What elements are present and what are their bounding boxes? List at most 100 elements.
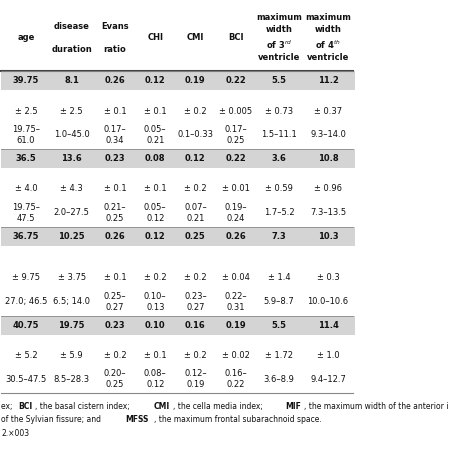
- Bar: [1, 365, 355, 393]
- Text: 3.6: 3.6: [272, 154, 286, 163]
- Text: ± 0.04: ± 0.04: [222, 273, 249, 283]
- Bar: [1, 179, 355, 199]
- Text: ± 9.75: ± 9.75: [12, 273, 40, 283]
- Text: ± 1.72: ± 1.72: [265, 351, 293, 360]
- Text: 0.08–
0.12: 0.08– 0.12: [144, 369, 167, 390]
- Text: 8.1: 8.1: [64, 76, 79, 85]
- Bar: [1, 5, 355, 71]
- Text: 0.08: 0.08: [145, 154, 165, 163]
- Text: 1.0–45.0: 1.0–45.0: [54, 130, 90, 139]
- Text: of the Sylvian fissure; and: of the Sylvian fissure; and: [1, 415, 104, 424]
- Text: ± 4.3: ± 4.3: [60, 184, 83, 193]
- Text: 0.17–
0.25: 0.17– 0.25: [224, 125, 247, 145]
- Text: ± 0.2: ± 0.2: [144, 273, 166, 283]
- Text: ± 0.96: ± 0.96: [314, 184, 342, 193]
- Text: 36.5: 36.5: [16, 154, 36, 163]
- Text: ex;: ex;: [1, 402, 15, 411]
- Text: 0.12–
0.19: 0.12– 0.19: [184, 369, 207, 390]
- Text: 10.8: 10.8: [318, 154, 338, 163]
- Text: 0.12: 0.12: [145, 76, 165, 85]
- Text: ± 3.75: ± 3.75: [57, 273, 86, 283]
- Text: 0.10: 0.10: [145, 321, 165, 330]
- Text: ± 1.0: ± 1.0: [317, 351, 339, 360]
- Text: ± 4.0: ± 4.0: [15, 184, 37, 193]
- Text: ± 0.37: ± 0.37: [314, 107, 342, 116]
- Text: , the cella media index;: , the cella media index;: [173, 402, 265, 411]
- Text: Evans

ratio: Evans ratio: [101, 21, 129, 54]
- Bar: [1, 121, 355, 149]
- Text: BCI: BCI: [18, 402, 32, 411]
- Text: 0.26: 0.26: [225, 232, 246, 241]
- Text: 10.3: 10.3: [318, 232, 338, 241]
- Bar: [1, 288, 355, 316]
- Text: ± 0.73: ± 0.73: [265, 107, 293, 116]
- Text: ± 0.005: ± 0.005: [219, 107, 252, 116]
- Bar: [1, 5, 355, 394]
- Text: 2.×003: 2.×003: [1, 429, 29, 438]
- Text: 0.07–
0.21: 0.07– 0.21: [184, 202, 207, 223]
- Text: ± 0.1: ± 0.1: [144, 351, 166, 360]
- Text: 0.22–
0.31: 0.22– 0.31: [224, 292, 247, 311]
- Text: , the maximum frontal subarachnoid space.: , the maximum frontal subarachnoid space…: [154, 415, 322, 424]
- Text: 5.5: 5.5: [272, 76, 287, 85]
- Text: 0.25–
0.27: 0.25– 0.27: [104, 292, 127, 311]
- Text: 0.1–0.33: 0.1–0.33: [177, 130, 213, 139]
- Text: 13.6: 13.6: [61, 154, 82, 163]
- Text: 7.3: 7.3: [272, 232, 286, 241]
- Bar: [1, 257, 355, 268]
- Text: 5.5: 5.5: [272, 321, 287, 330]
- Text: 0.19: 0.19: [185, 76, 206, 85]
- Text: , the maximum width of the anterior i: , the maximum width of the anterior i: [304, 402, 449, 411]
- Text: 0.17–
0.34: 0.17– 0.34: [104, 125, 127, 145]
- Text: 11.4: 11.4: [318, 321, 338, 330]
- Text: 27.0; 46.5: 27.0; 46.5: [5, 297, 47, 306]
- Text: 19.75–
61.0: 19.75– 61.0: [12, 125, 40, 145]
- Text: 0.23: 0.23: [105, 321, 126, 330]
- Text: 0.16–
0.22: 0.16– 0.22: [224, 369, 247, 390]
- Text: 0.16: 0.16: [185, 321, 206, 330]
- Bar: [1, 149, 355, 168]
- Text: 6.5; 14.0: 6.5; 14.0: [53, 297, 90, 306]
- Text: ± 0.02: ± 0.02: [222, 351, 249, 360]
- Text: 0.22: 0.22: [225, 76, 246, 85]
- Text: 8.5–28.3: 8.5–28.3: [54, 375, 90, 384]
- Text: 2.0–27.5: 2.0–27.5: [54, 208, 90, 217]
- Text: 1.5–11.1: 1.5–11.1: [261, 130, 297, 139]
- Text: ± 0.1: ± 0.1: [104, 107, 127, 116]
- Text: 0.12: 0.12: [145, 232, 165, 241]
- Text: ± 0.2: ± 0.2: [184, 351, 207, 360]
- Text: 0.05–
0.12: 0.05– 0.12: [144, 202, 166, 223]
- Text: ± 0.2: ± 0.2: [104, 351, 127, 360]
- Bar: [1, 246, 355, 257]
- Text: 19.75–
47.5: 19.75– 47.5: [12, 202, 40, 223]
- Bar: [1, 168, 355, 179]
- Bar: [1, 346, 355, 365]
- Bar: [1, 90, 355, 101]
- Text: ± 0.59: ± 0.59: [265, 184, 293, 193]
- Bar: [1, 101, 355, 121]
- Text: 0.25: 0.25: [185, 232, 206, 241]
- Text: 9.3–14.0: 9.3–14.0: [310, 130, 346, 139]
- Text: 36.75: 36.75: [13, 232, 39, 241]
- Text: ± 2.5: ± 2.5: [60, 107, 83, 116]
- Text: 39.75: 39.75: [13, 76, 39, 85]
- Text: 0.19–
0.24: 0.19– 0.24: [224, 202, 247, 223]
- Text: ± 0.01: ± 0.01: [222, 184, 249, 193]
- Text: 5.9–8.7: 5.9–8.7: [264, 297, 294, 306]
- Text: ± 0.1: ± 0.1: [144, 184, 166, 193]
- Text: 0.22: 0.22: [225, 154, 246, 163]
- Text: ± 5.9: ± 5.9: [60, 351, 83, 360]
- Bar: [1, 199, 355, 227]
- Text: 1.7–5.2: 1.7–5.2: [264, 208, 294, 217]
- Text: 0.26: 0.26: [105, 76, 126, 85]
- Bar: [1, 268, 355, 288]
- Text: ± 0.1: ± 0.1: [104, 273, 127, 283]
- Text: maximum
width
of 3$^{rd}$
ventricle: maximum width of 3$^{rd}$ ventricle: [256, 13, 302, 63]
- Text: ± 0.2: ± 0.2: [184, 184, 207, 193]
- Text: ± 0.2: ± 0.2: [184, 107, 207, 116]
- Text: CHI: CHI: [147, 33, 163, 42]
- Bar: [1, 316, 355, 335]
- Text: 0.12: 0.12: [185, 154, 206, 163]
- Text: 3.6–8.9: 3.6–8.9: [264, 375, 294, 384]
- Text: 0.23–
0.27: 0.23– 0.27: [184, 292, 207, 311]
